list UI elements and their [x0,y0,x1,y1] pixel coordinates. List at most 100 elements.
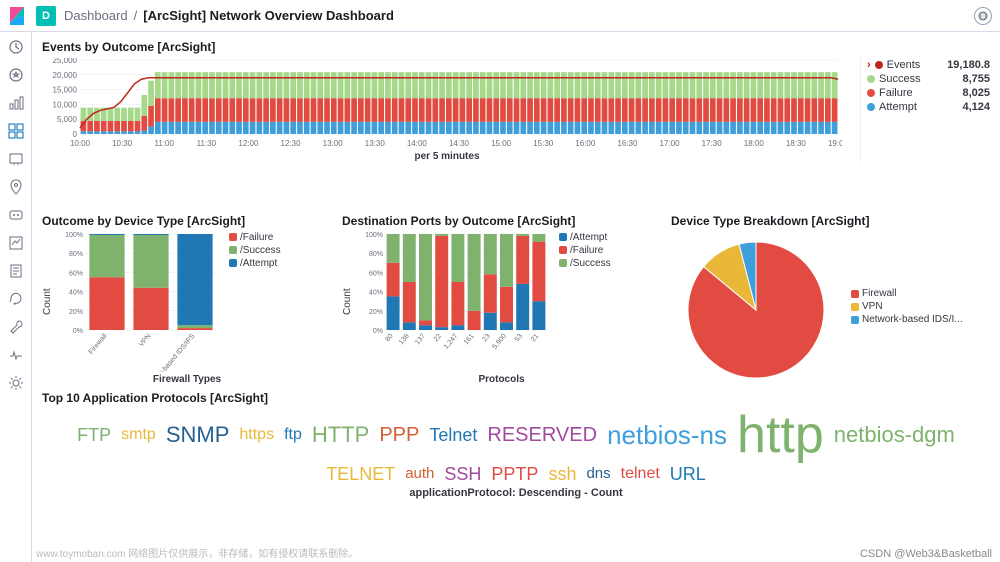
legend-item[interactable]: Network-based IDS/I... [851,314,963,325]
panel-title-device-breakdown: Device Type Breakdown [ArcSight] [671,214,990,228]
breadcrumb-sep: / [134,8,138,23]
legend-item[interactable]: /Failure [229,232,281,243]
svg-text:19:00: 19:00 [828,139,842,148]
watermark-right: CSDN @Web3&Basketball [860,548,992,560]
svg-text:161: 161 [463,332,476,346]
dashboard-content: Events by Outcome [ArcSight] 05,00010,00… [32,32,1000,562]
protocol-tag[interactable]: http [737,409,824,461]
legend-item[interactable]: /Attempt [559,232,611,243]
svg-text:Firewall: Firewall [88,332,109,355]
svg-text:20%: 20% [69,308,83,315]
protocol-tag[interactable]: netbios-dgm [834,424,955,446]
devtools-icon[interactable] [7,318,25,336]
panel-title-outcome-device: Outcome by Device Type [ArcSight] [42,214,332,228]
svg-text:20,000: 20,000 [53,71,78,80]
protocol-tag[interactable]: ssh [548,465,576,483]
legend-item[interactable]: Failure8,025 [867,86,990,100]
dashboard-app-icon[interactable]: D [36,6,56,26]
legend-item[interactable]: /Success [559,258,611,269]
legend-item[interactable]: ›Events19,180.8 [867,58,990,72]
svg-text:5,000: 5,000 [57,115,78,124]
kibana-logo[interactable] [8,6,28,26]
svg-text:15,000: 15,000 [53,86,78,95]
protocol-tag[interactable]: URL [670,465,706,483]
svg-text:138: 138 [398,332,411,346]
protocol-tag[interactable]: HTTP [312,424,369,446]
breadcrumb-root[interactable]: Dashboard [64,8,128,23]
device-breakdown-chart[interactable] [671,232,841,382]
logs-icon[interactable] [7,262,25,280]
svg-text:12:30: 12:30 [281,139,302,148]
svg-text:10,000: 10,000 [53,100,78,109]
protocol-tag[interactable]: SNMP [166,424,230,446]
protocol-tag[interactable]: https [239,427,274,443]
ml-icon[interactable] [7,206,25,224]
monitoring-icon[interactable] [7,346,25,364]
svg-text:20%: 20% [369,308,383,315]
protocol-tag[interactable]: RESERVED [487,425,597,445]
events-legend: ›Events19,180.8Success8,755Failure8,025A… [860,58,990,162]
protocol-tag[interactable]: ftp [284,427,302,443]
legend-item[interactable]: Attempt4,124 [867,100,990,114]
management-icon[interactable] [7,374,25,392]
svg-text:137: 137 [414,332,427,346]
legend-item[interactable]: /Attempt [229,258,281,269]
protocol-tag[interactable]: SSH [444,465,481,483]
svg-text:60%: 60% [69,270,83,277]
events-chart[interactable]: 05,00010,00015,00020,00025,00010:0010:30… [42,58,852,162]
protocol-tag[interactable]: PPP [379,425,419,445]
outcome-device-chart[interactable]: 0%20%40%60%80%100%FirewallVPNNetwork-bas… [59,232,219,372]
svg-text:25,000: 25,000 [53,58,78,65]
dest-ports-xlabel: Protocols [342,374,661,385]
panel-title-dest-ports: Destination Ports by Outcome [ArcSight] [342,214,661,228]
panel-device-breakdown: Device Type Breakdown [ArcSight] Firewal… [671,214,990,385]
protocol-tag[interactable]: dns [586,466,610,481]
legend-item[interactable]: /Success [229,245,281,256]
panel-title-events: Events by Outcome [ArcSight] [42,40,990,54]
svg-text:18:00: 18:00 [744,139,765,148]
svg-text:Network-based IDS/IPS: Network-based IDS/IPS [144,332,197,371]
svg-text:10:00: 10:00 [70,139,91,148]
outcome-device-xlabel: Firewall Types [42,374,332,385]
panel-dest-ports: Destination Ports by Outcome [ArcSight] … [342,214,661,385]
sidebar [0,32,32,562]
legend-item[interactable]: /Failure [559,245,611,256]
svg-text:80: 80 [384,332,394,343]
visualize-icon[interactable] [7,94,25,112]
events-xlabel: per 5 minutes [42,151,852,162]
protocol-tag[interactable]: TELNET [326,465,395,483]
dashboard-icon[interactable] [7,122,25,140]
svg-text:13:30: 13:30 [365,139,386,148]
svg-text:40%: 40% [69,289,83,296]
svg-text:23: 23 [481,332,491,343]
protocol-tag[interactable]: PPTP [491,465,538,483]
share-icon[interactable] [974,7,992,25]
apm-icon[interactable] [7,290,25,308]
legend-item[interactable]: Success8,755 [867,72,990,86]
panel-outcome-device: Outcome by Device Type [ArcSight] Count … [42,214,332,385]
legend-item[interactable]: Firewall [851,288,963,299]
dest-ports-chart[interactable]: 0%20%40%60%80%100%80138137221,247161235,… [359,232,549,372]
svg-text:100%: 100% [65,232,83,239]
legend-item[interactable]: VPN [851,301,963,312]
svg-text:0%: 0% [373,328,383,335]
protocol-tag[interactable]: FTP [77,426,111,444]
svg-text:13:00: 13:00 [323,139,344,148]
protocol-tag[interactable]: auth [405,466,434,481]
protocols-tagcloud[interactable]: FTP smtp SNMP https ftp HTTP PPP Telnet RESERVED… [42,409,990,483]
canvas-icon[interactable] [7,150,25,168]
svg-text:11:30: 11:30 [197,139,217,148]
protocols-footer: applicationProtocol: Descending - Count [42,487,990,499]
metrics-icon[interactable] [7,234,25,252]
svg-text:15:30: 15:30 [533,139,554,148]
maps-icon[interactable] [7,178,25,196]
protocol-tag[interactable]: smtp [121,427,156,443]
svg-text:1,247: 1,247 [443,332,460,350]
recent-icon[interactable] [7,38,25,56]
topbar: D Dashboard / [ArcSight] Network Overvie… [0,0,1000,32]
protocol-tag[interactable]: netbios-ns [607,422,727,448]
protocol-tag[interactable]: telnet [621,466,660,482]
protocol-tag[interactable]: Telnet [429,426,477,444]
discover-icon[interactable] [7,66,25,84]
breadcrumb: Dashboard / [ArcSight] Network Overview … [64,8,394,23]
